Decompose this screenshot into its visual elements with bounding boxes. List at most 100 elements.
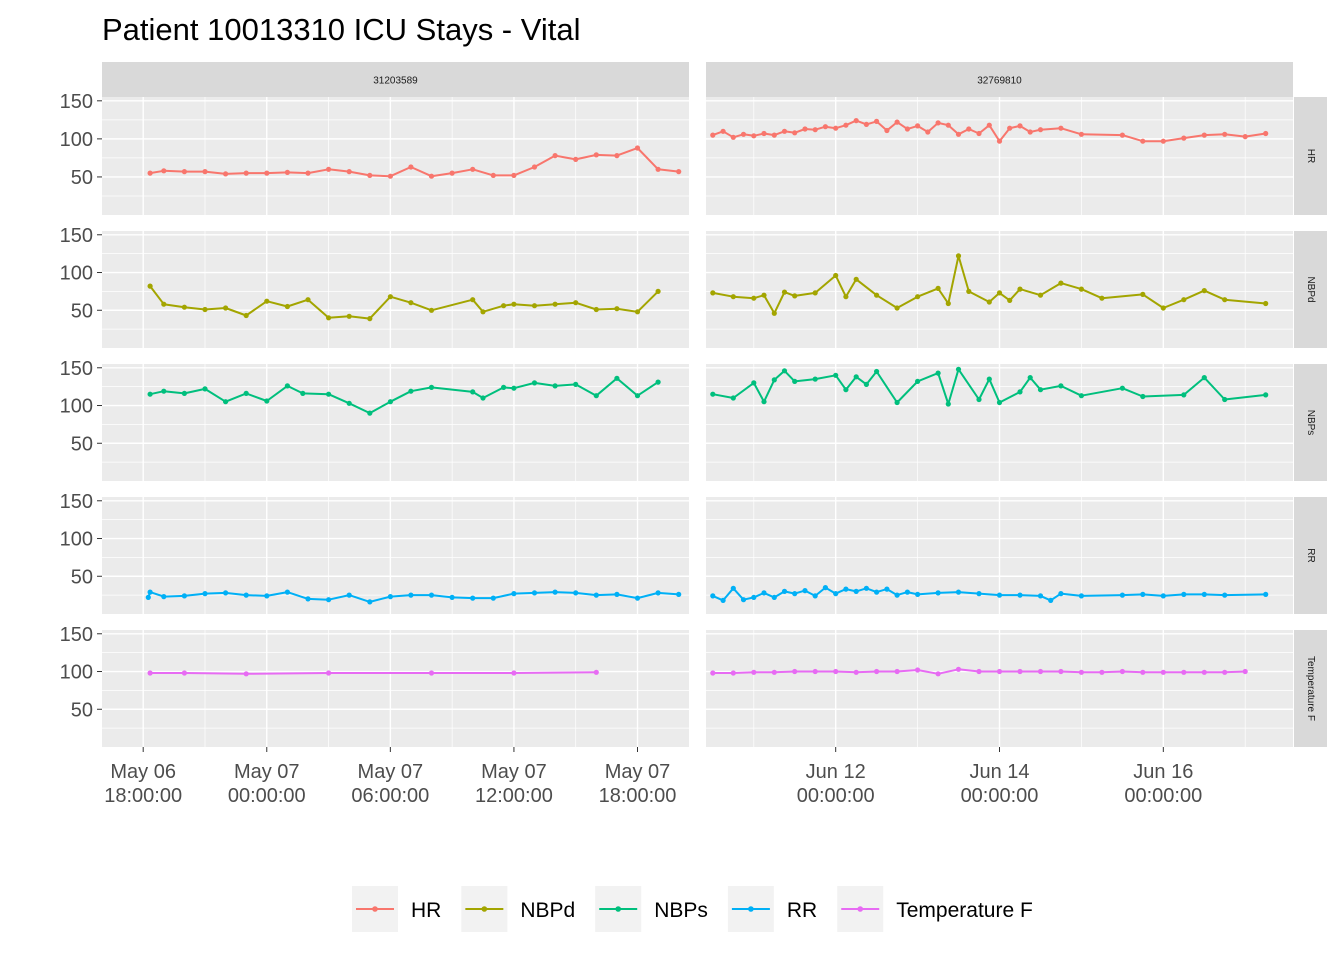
data-point (781, 289, 788, 295)
data-point (781, 588, 788, 595)
data-point (145, 594, 151, 601)
x-tick-label: 00:00:00 (797, 785, 875, 807)
series-line (149, 285, 659, 320)
data-point (181, 390, 187, 396)
data-point (1263, 300, 1269, 307)
data-point (792, 591, 798, 597)
data-point (761, 590, 767, 596)
data-point (147, 283, 153, 289)
data-point (853, 374, 859, 380)
data-point (326, 166, 332, 172)
data-point (1160, 138, 1166, 144)
data-point (781, 128, 788, 134)
y-tick-label: 150 (60, 225, 93, 247)
data-point (264, 593, 270, 599)
data-point (843, 122, 849, 128)
data-point (1037, 593, 1044, 599)
data-point (147, 589, 153, 595)
y-tick-label: 50 (71, 433, 93, 455)
data-point (470, 166, 476, 172)
data-point (1201, 132, 1207, 138)
data-point (874, 118, 880, 124)
data-point (894, 592, 900, 598)
data-point (326, 670, 332, 676)
y-tick-label: 50 (71, 300, 93, 322)
data-point (1017, 389, 1023, 395)
data-point (223, 305, 229, 311)
panel-background (102, 231, 689, 348)
data-point (1119, 132, 1125, 138)
data-point (822, 585, 829, 591)
data-point (863, 121, 870, 127)
data-point (751, 594, 757, 601)
data-point (387, 294, 393, 300)
data-point (1078, 669, 1084, 675)
data-point (1078, 393, 1084, 399)
plot-area: 31203589 32769810 HR 50 100 150 NBPd 50 100 150 NB… (60, 62, 1327, 807)
data-point (894, 399, 900, 406)
data-point (531, 303, 538, 309)
chart-title: Patient 10013310 ICU Stays - Vital (102, 12, 581, 47)
data-point (812, 376, 818, 382)
data-point (843, 294, 849, 300)
y-tick-label: 150 (60, 624, 93, 646)
data-point (655, 288, 661, 294)
data-point (802, 588, 808, 594)
data-point (894, 305, 900, 311)
data-point (874, 292, 880, 298)
data-point (552, 383, 558, 389)
data-point (771, 377, 777, 383)
data-point (326, 391, 332, 397)
data-point (1017, 668, 1023, 675)
data-point (1222, 592, 1228, 598)
data-point (1119, 668, 1125, 675)
data-point (863, 381, 870, 387)
data-point (181, 304, 187, 310)
data-point (925, 129, 931, 135)
data-point (511, 591, 517, 597)
series-line (147, 591, 679, 603)
x-tick-label: 00:00:00 (228, 785, 306, 807)
row-strip-label: NBPs (1305, 410, 1316, 436)
x-tick-label: Jun 14 (969, 761, 1029, 783)
data-point (730, 294, 736, 300)
data-point (751, 295, 757, 301)
legend-item: NBPd (461, 886, 575, 932)
data-point (367, 172, 373, 178)
data-point (655, 379, 661, 385)
data-point (812, 593, 818, 599)
data-point (1140, 393, 1146, 400)
data-point (996, 668, 1003, 675)
data-point (511, 172, 517, 178)
data-point (1037, 668, 1044, 675)
data-point (986, 376, 992, 382)
data-point (593, 592, 599, 598)
data-point (161, 594, 167, 600)
row-strip-label: NBPd (1305, 276, 1316, 302)
data-point (305, 170, 311, 176)
data-point (573, 300, 579, 306)
data-point (966, 126, 972, 132)
y-tick-label: 100 (60, 396, 93, 418)
data-point (730, 134, 736, 140)
data-point (676, 591, 682, 598)
column-strip (102, 62, 689, 97)
panel-background (102, 364, 689, 481)
data-point (1078, 131, 1084, 137)
data-point (1201, 669, 1207, 675)
data-point (945, 300, 951, 307)
data-point (751, 380, 757, 386)
legend-label: NBPd (520, 899, 575, 922)
data-point (1058, 668, 1064, 675)
data-point (1222, 297, 1228, 303)
data-point (531, 164, 538, 170)
data-point (1222, 669, 1228, 675)
data-point (730, 395, 736, 401)
data-point (1181, 135, 1187, 141)
data-point (1201, 375, 1207, 381)
data-point (284, 589, 290, 595)
data-point (935, 120, 941, 126)
data-point (202, 169, 208, 175)
data-point (710, 670, 716, 676)
data-point (511, 385, 517, 391)
